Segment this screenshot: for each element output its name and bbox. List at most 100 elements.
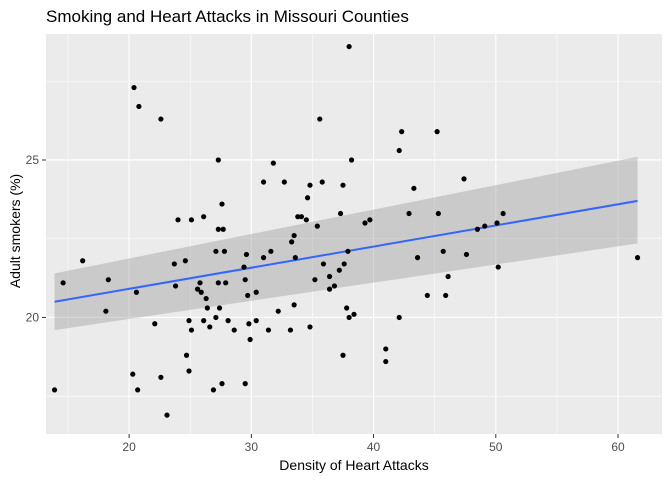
data-point	[406, 210, 412, 217]
data-point	[219, 201, 225, 207]
y-tick-label: 25	[26, 153, 40, 167]
y-tick-label: 20	[26, 310, 40, 324]
data-point	[346, 314, 352, 321]
data-point	[207, 324, 213, 330]
data-point	[340, 352, 346, 358]
data-point	[326, 273, 333, 280]
data-point	[247, 336, 253, 343]
data-point	[312, 277, 318, 283]
data-point	[175, 217, 181, 223]
data-point	[461, 176, 467, 182]
data-point	[215, 280, 221, 286]
data-point	[270, 160, 276, 166]
data-point	[231, 327, 237, 333]
data-point	[411, 185, 417, 191]
data-point	[348, 157, 355, 163]
data-point	[336, 267, 342, 273]
data-point	[253, 289, 259, 295]
data-point	[131, 84, 137, 91]
data-point	[383, 358, 389, 365]
data-point	[317, 116, 323, 122]
data-point	[204, 305, 210, 311]
data-point	[213, 314, 219, 321]
data-point	[241, 264, 247, 270]
data-point	[219, 381, 225, 387]
x-tick-label: 40	[367, 440, 381, 454]
data-point	[245, 292, 251, 299]
data-point	[314, 223, 320, 229]
data-point	[103, 308, 109, 314]
data-point	[500, 210, 506, 217]
x-tick-label: 50	[489, 440, 503, 454]
data-point	[344, 305, 350, 311]
data-point	[281, 179, 287, 185]
data-point	[253, 318, 259, 324]
data-point	[215, 226, 221, 232]
data-point	[172, 283, 179, 289]
data-point	[225, 318, 231, 324]
data-point	[424, 292, 430, 299]
data-point	[80, 258, 86, 264]
data-point	[340, 182, 346, 188]
data-point	[482, 223, 488, 229]
data-point	[242, 277, 248, 283]
data-point	[135, 387, 141, 393]
data-point	[367, 217, 373, 223]
data-point	[198, 289, 204, 295]
data-point	[307, 324, 313, 330]
data-point	[188, 327, 195, 333]
data-point	[130, 371, 136, 377]
data-point	[351, 311, 357, 317]
data-point	[445, 273, 451, 280]
data-point	[337, 210, 344, 217]
data-point	[246, 321, 252, 327]
x-tick-label: 20	[122, 440, 136, 454]
x-tick-label: 60	[611, 440, 625, 454]
data-point	[194, 286, 201, 292]
data-point	[414, 255, 421, 261]
data-point	[291, 302, 297, 308]
data-point	[164, 412, 170, 418]
x-axis-title: Density of Heart Attacks	[279, 457, 428, 473]
data-point	[463, 251, 470, 258]
data-point	[197, 280, 203, 286]
data-point	[242, 381, 248, 387]
data-point	[60, 280, 66, 286]
data-point	[221, 248, 228, 254]
data-point	[319, 179, 325, 185]
data-point	[331, 283, 338, 289]
data-point	[326, 286, 333, 292]
data-point	[362, 220, 368, 226]
data-point	[443, 292, 449, 299]
data-point	[260, 179, 267, 185]
data-point	[243, 251, 250, 258]
data-point	[435, 210, 441, 217]
data-point	[307, 182, 313, 188]
data-point	[383, 346, 389, 352]
data-point	[304, 195, 311, 201]
data-point	[440, 248, 446, 254]
data-point	[210, 387, 217, 393]
chart-title: Smoking and Heart Attacks in Missouri Co…	[46, 7, 409, 26]
data-point	[320, 261, 327, 267]
confidence-band-layer	[54, 156, 638, 331]
y-axis-title: Adult smokers (%)	[7, 174, 23, 288]
data-point	[341, 261, 347, 267]
data-point	[105, 277, 111, 283]
data-point	[201, 214, 207, 220]
data-point	[396, 147, 402, 154]
data-point	[213, 248, 219, 254]
x-tick-label: 30	[245, 440, 259, 454]
data-point	[201, 318, 207, 324]
data-point	[183, 352, 190, 358]
data-point	[158, 116, 164, 122]
data-point	[396, 314, 402, 321]
data-point	[289, 239, 295, 245]
data-point	[260, 255, 267, 261]
data-point	[133, 289, 140, 295]
data-point	[634, 255, 641, 261]
data-point	[203, 295, 209, 302]
plot-panel	[46, 34, 662, 434]
